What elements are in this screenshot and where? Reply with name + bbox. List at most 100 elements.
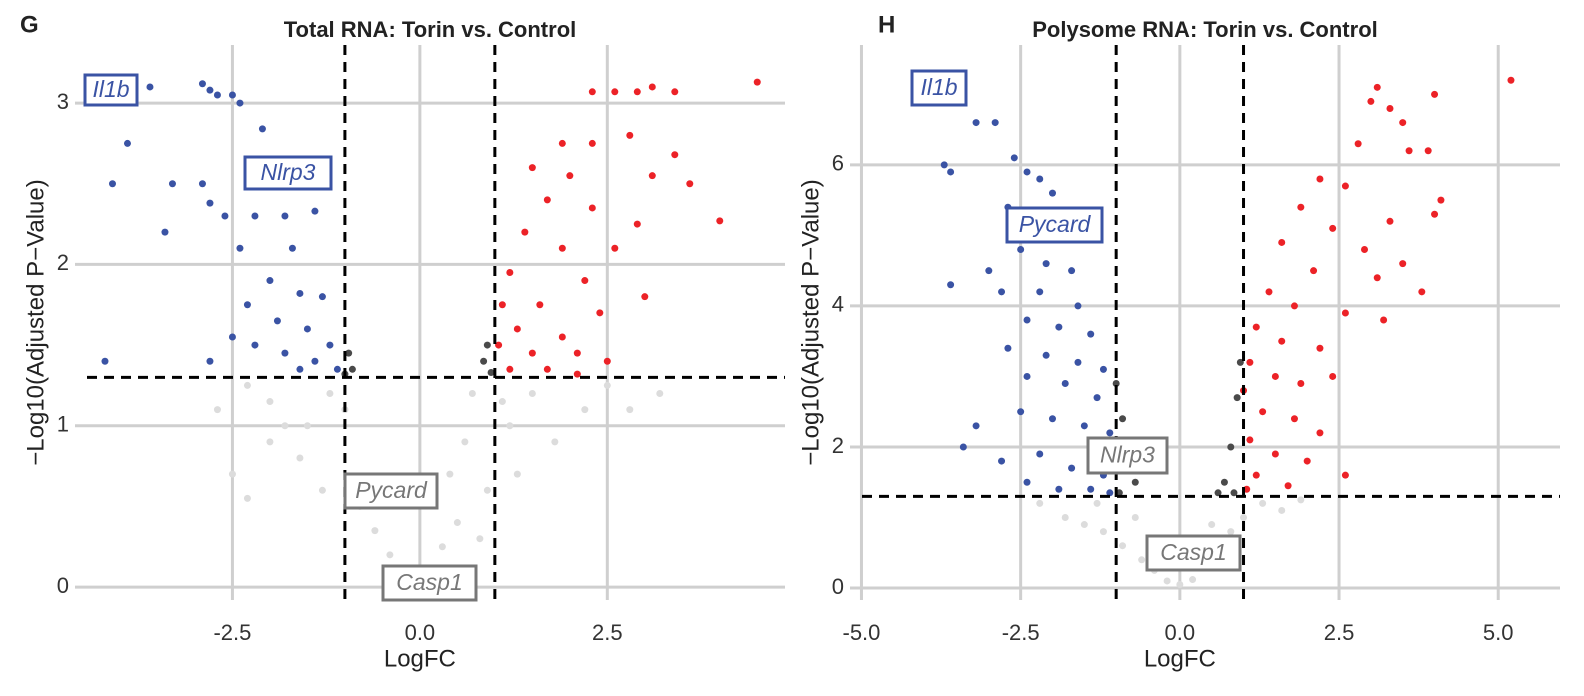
data-point xyxy=(1080,521,1088,529)
data-point xyxy=(498,398,506,406)
data-point xyxy=(1405,147,1413,155)
data-point xyxy=(273,317,281,325)
data-point xyxy=(588,139,596,147)
y-tick-label: 1 xyxy=(57,412,69,437)
data-point xyxy=(311,207,319,215)
data-point xyxy=(1341,471,1349,479)
data-point xyxy=(671,88,679,96)
data-point xyxy=(1093,499,1101,507)
y-axis-label: −Log10(Adjusted P−Value) xyxy=(797,179,824,465)
data-point xyxy=(985,267,993,275)
data-point xyxy=(656,389,664,397)
data-point xyxy=(1087,330,1095,338)
data-point xyxy=(296,454,304,462)
x-tick-label: 2.5 xyxy=(1324,620,1355,645)
data-point xyxy=(348,365,356,373)
data-point xyxy=(1106,489,1114,497)
data-point xyxy=(753,78,761,86)
data-point xyxy=(506,365,514,373)
data-point xyxy=(1220,478,1228,486)
data-point xyxy=(686,180,694,188)
x-axis-label: LogFC xyxy=(1144,645,1216,672)
data-point xyxy=(281,349,289,357)
data-point xyxy=(296,365,304,373)
data-point xyxy=(947,281,955,289)
data-point xyxy=(206,199,214,207)
data-point xyxy=(603,357,611,365)
data-point xyxy=(521,228,529,236)
data-point xyxy=(1259,499,1267,507)
gene-label-box xyxy=(343,472,439,510)
data-point xyxy=(588,204,596,212)
data-point xyxy=(1036,450,1044,458)
data-point xyxy=(558,244,566,252)
data-point xyxy=(1048,415,1056,423)
data-point xyxy=(1233,394,1241,402)
data-point xyxy=(566,172,574,180)
data-point xyxy=(940,161,948,169)
data-point xyxy=(438,543,446,551)
data-point xyxy=(1004,344,1012,352)
data-point xyxy=(1507,76,1515,84)
data-point xyxy=(1252,323,1260,331)
data-point xyxy=(487,369,495,377)
data-point xyxy=(1131,478,1139,486)
y-tick-label: 2 xyxy=(57,250,69,275)
data-point xyxy=(1087,485,1095,493)
data-point xyxy=(1297,496,1305,504)
data-point xyxy=(633,88,641,96)
data-point xyxy=(611,88,619,96)
data-point xyxy=(1431,90,1439,98)
data-point xyxy=(1386,104,1394,112)
data-point xyxy=(243,301,251,309)
data-point xyxy=(588,88,596,96)
data-point xyxy=(1208,521,1216,529)
data-point xyxy=(543,365,551,373)
y-tick-label: 0 xyxy=(832,574,844,599)
data-point xyxy=(1329,372,1337,380)
x-tick-label: 2.5 xyxy=(592,620,623,645)
data-point xyxy=(1380,316,1388,324)
data-point xyxy=(1099,365,1107,373)
data-point xyxy=(495,341,503,349)
data-point xyxy=(288,244,296,252)
data-point xyxy=(281,422,289,430)
data-point xyxy=(1310,267,1318,275)
data-point xyxy=(1290,415,1298,423)
data-point xyxy=(1106,429,1114,437)
data-point xyxy=(1023,316,1031,324)
data-point xyxy=(303,422,311,430)
data-point xyxy=(1093,394,1101,402)
data-point xyxy=(972,119,980,127)
data-point xyxy=(1017,408,1025,416)
data-point xyxy=(1399,119,1407,127)
data-point xyxy=(446,470,454,478)
data-point xyxy=(1036,499,1044,507)
data-point xyxy=(228,91,236,99)
data-point xyxy=(581,277,589,285)
data-point xyxy=(1265,288,1273,296)
data-point xyxy=(281,212,289,220)
data-point xyxy=(558,333,566,341)
data-point xyxy=(108,180,116,188)
data-point xyxy=(123,139,131,147)
data-point xyxy=(947,168,955,176)
data-point xyxy=(626,406,634,414)
data-point xyxy=(1399,260,1407,268)
data-point xyxy=(476,535,484,543)
chart-title: Total RNA: Torin vs. Control xyxy=(284,17,577,42)
data-point xyxy=(101,357,109,365)
data-point xyxy=(633,220,641,228)
data-point xyxy=(1061,380,1069,388)
y-tick-label: 2 xyxy=(832,433,844,458)
data-point xyxy=(648,172,656,180)
data-point xyxy=(991,119,999,127)
data-point xyxy=(453,519,461,527)
data-point xyxy=(1354,140,1362,148)
data-point xyxy=(1010,154,1018,162)
data-point xyxy=(1055,323,1063,331)
data-point xyxy=(296,289,304,297)
data-point xyxy=(1329,224,1337,232)
data-point xyxy=(1341,309,1349,317)
